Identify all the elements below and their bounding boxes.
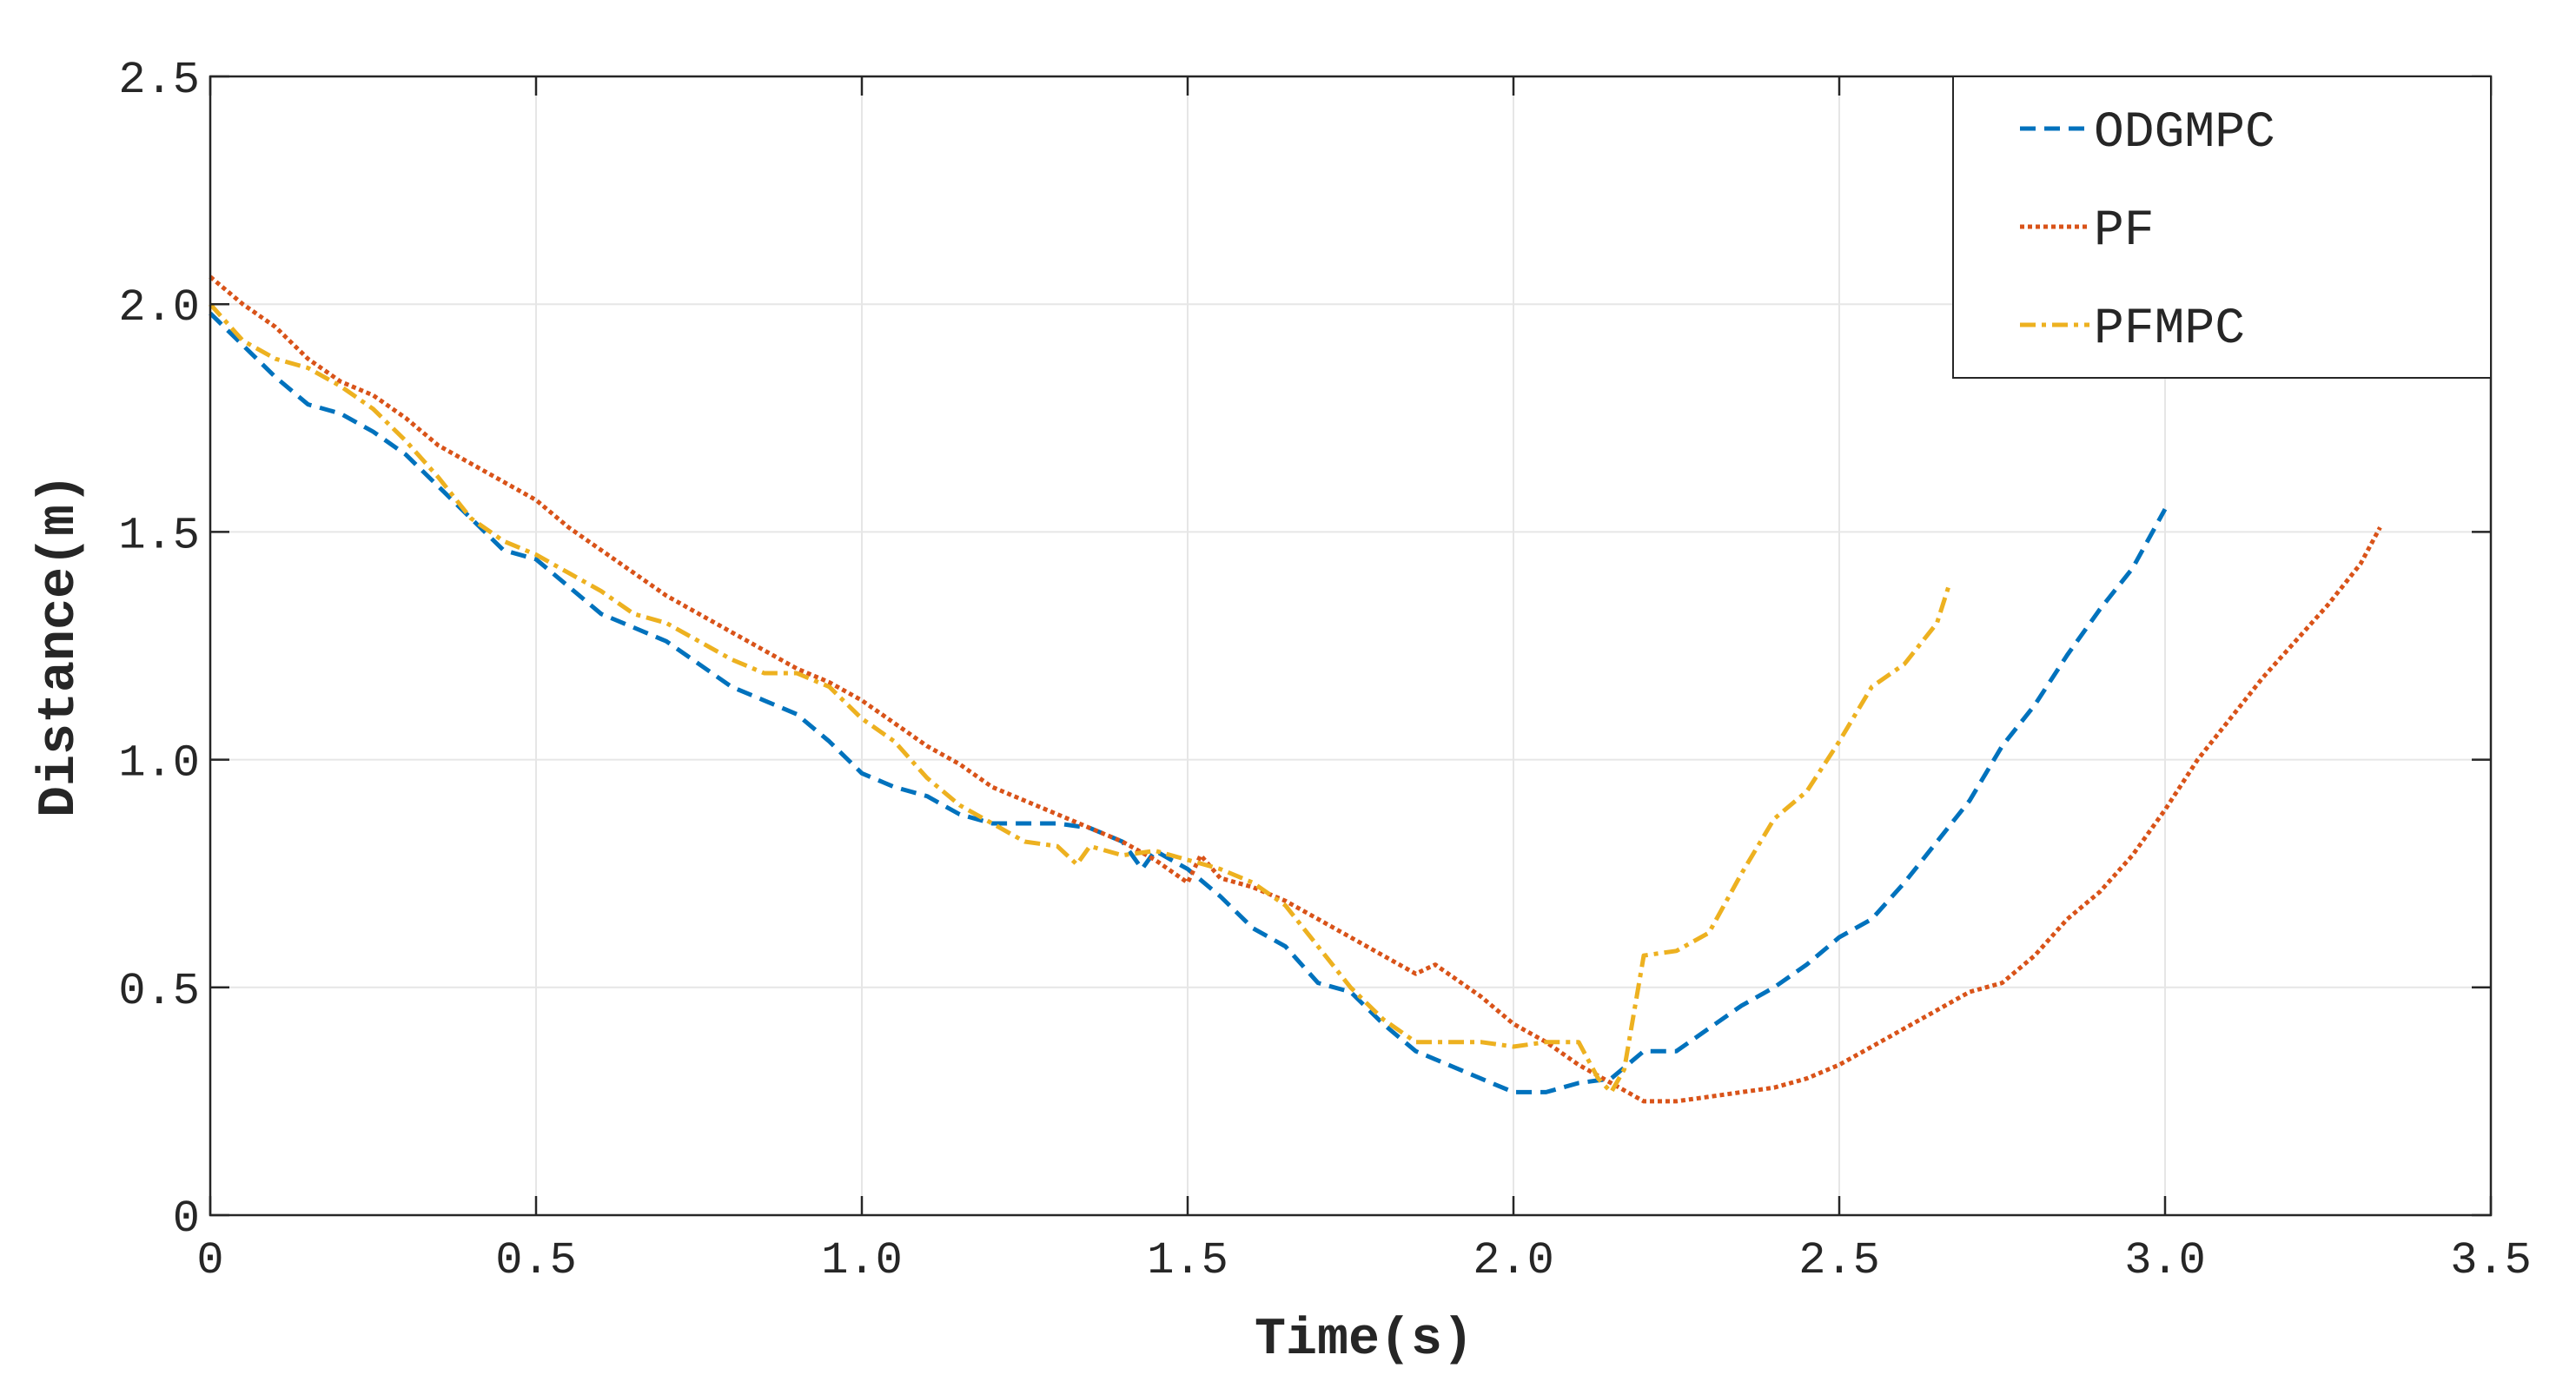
legend-label-pf: PF xyxy=(2094,203,2155,260)
x-tick-label: 2.5 xyxy=(1798,1235,1880,1286)
series-line-pf xyxy=(209,274,2382,1104)
series-line-odgmpc xyxy=(209,311,2168,1094)
x-tick-label: 2.0 xyxy=(1473,1235,1554,1286)
x-tick-label: 1.0 xyxy=(821,1235,903,1286)
legend-box xyxy=(1952,76,2492,379)
y-tick-label: 2.5 xyxy=(118,55,200,106)
y-tick-label: 0.5 xyxy=(118,966,200,1017)
x-tick-label: 1.5 xyxy=(1147,1235,1228,1286)
legend-label-pfmpc: PFMPC xyxy=(2094,301,2245,358)
x-tick-label: 0 xyxy=(196,1235,223,1286)
x-tick-labels: 0 0.5 1.0 1.5 2.0 2.5 3.0 3.5 xyxy=(196,1235,2531,1286)
y-tick-labels: 0 0.5 1.0 1.5 2.0 2.5 xyxy=(118,55,200,1245)
x-tick-label: 3.5 xyxy=(2450,1235,2532,1286)
axes-box xyxy=(209,75,2493,1217)
y-tick-label: 0 xyxy=(173,1193,200,1245)
y-tick-label: 1.5 xyxy=(118,510,200,561)
y-axis-label: Distance(m) xyxy=(30,473,89,817)
legend-label-odgmpc: ODGMPC xyxy=(2094,105,2275,162)
y-tick-label: 2.0 xyxy=(118,282,200,334)
x-tick-label: 0.5 xyxy=(495,1235,577,1286)
y-tick-label: 1.0 xyxy=(118,738,200,790)
legend-entries: ODGMPC PF PFMPC xyxy=(2020,105,2275,358)
x-axis-label: Time(s) xyxy=(1255,1311,1473,1370)
x-tick-label: 3.0 xyxy=(2124,1235,2206,1286)
legend: ODGMPC PF PFMPC xyxy=(1952,76,2492,379)
series-layer xyxy=(209,274,2382,1104)
series-line-pfmpc xyxy=(209,302,1952,1094)
